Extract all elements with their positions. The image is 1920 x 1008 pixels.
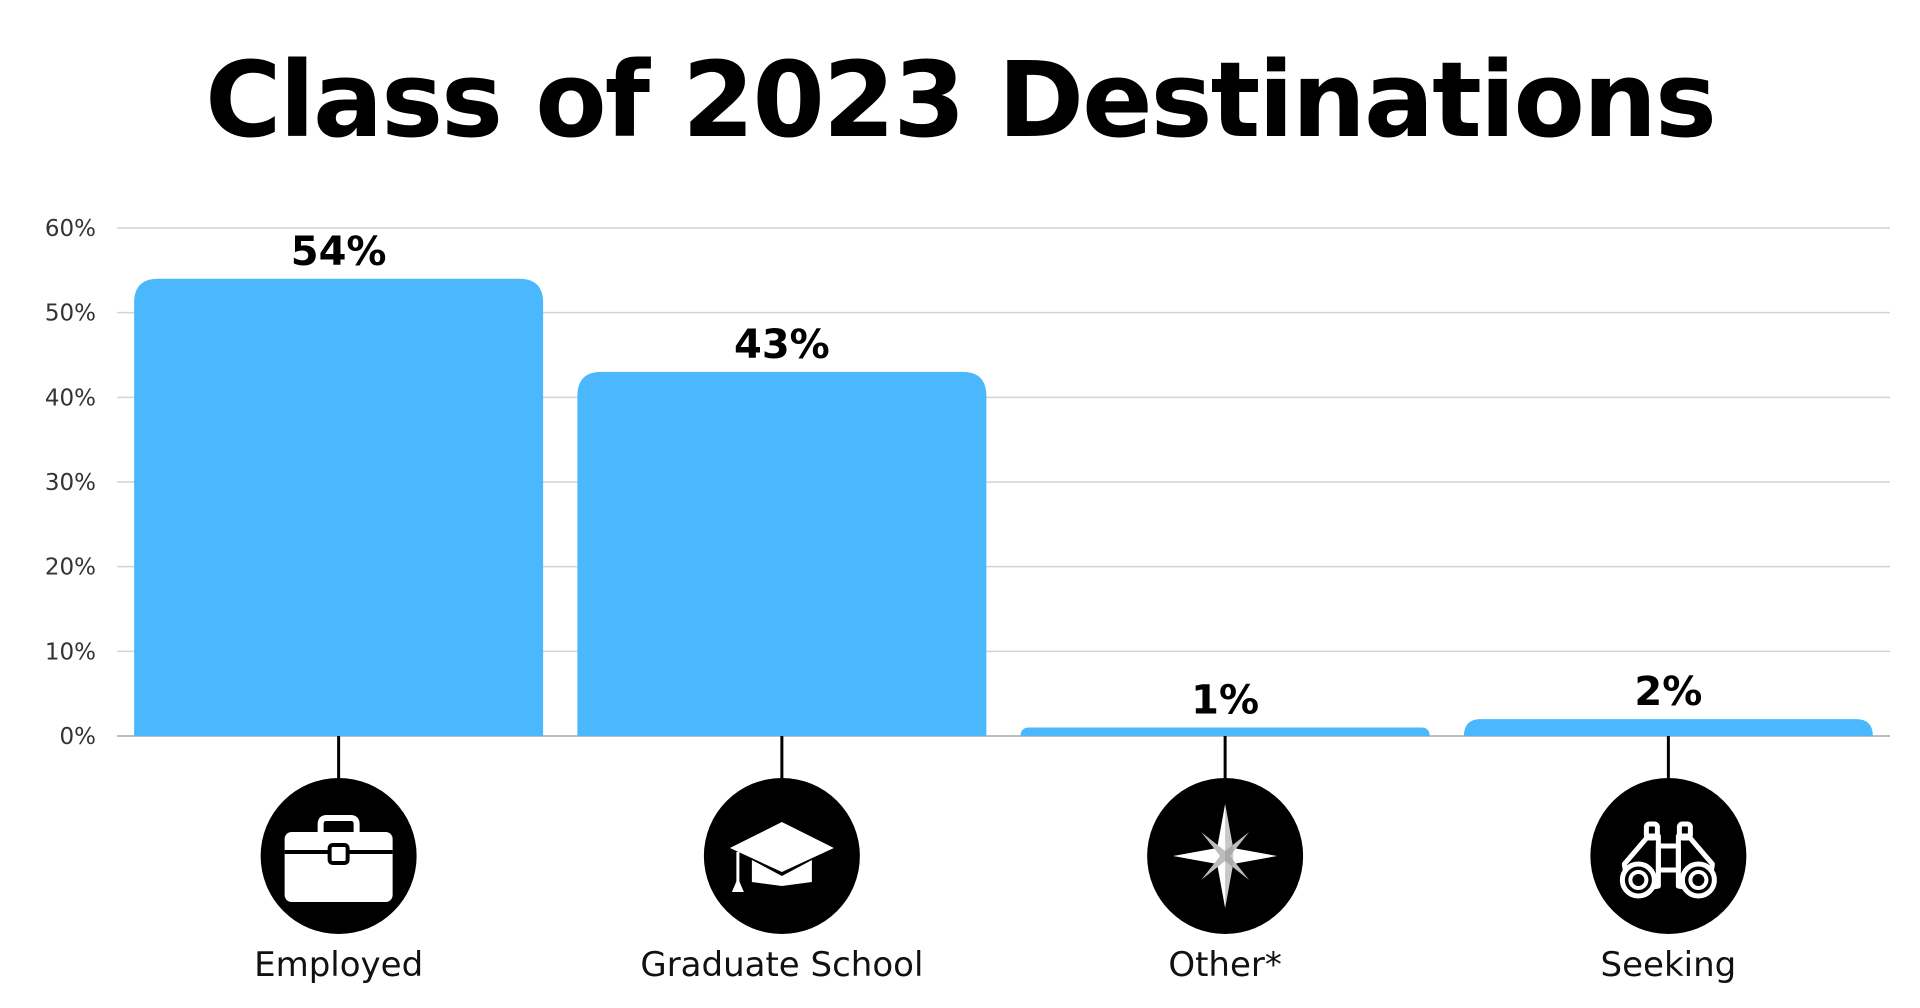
data-labels: 54% 43% 1% 2% (291, 229, 1703, 724)
bar-seeking (1463, 719, 1873, 736)
categories: Employed Graduate School Other* Seeking (254, 736, 1747, 985)
bar-employed (134, 278, 544, 736)
category-label: Employed (254, 945, 423, 985)
y-tick-label: 20% (45, 555, 96, 581)
data-label: 43% (734, 322, 830, 368)
y-tick-label: 60% (45, 216, 96, 242)
graduation-cap-icon (703, 778, 860, 934)
category-label: Graduate School (640, 945, 923, 985)
data-label: 2% (1634, 669, 1702, 715)
bar-other (1020, 727, 1430, 736)
briefcase-icon (260, 778, 417, 934)
compass-rose-icon (1147, 778, 1304, 934)
y-tick-label: 10% (45, 639, 96, 665)
y-axis-ticks: 0% 10% 20% 30% 40% 50% 60% (45, 216, 96, 750)
bar-graduate-school (577, 371, 987, 736)
chart-title: Class of 2023 Destinations (205, 39, 1717, 161)
y-tick-label: 30% (45, 470, 96, 496)
y-tick-label: 0% (60, 724, 97, 750)
category-label: Other* (1168, 945, 1282, 985)
data-label: 54% (291, 229, 387, 275)
data-label: 1% (1191, 678, 1259, 724)
binoculars-icon (1590, 778, 1747, 934)
y-tick-label: 50% (45, 301, 96, 327)
category-label: Seeking (1601, 945, 1737, 985)
bars (134, 278, 1873, 736)
y-tick-label: 40% (45, 385, 96, 411)
